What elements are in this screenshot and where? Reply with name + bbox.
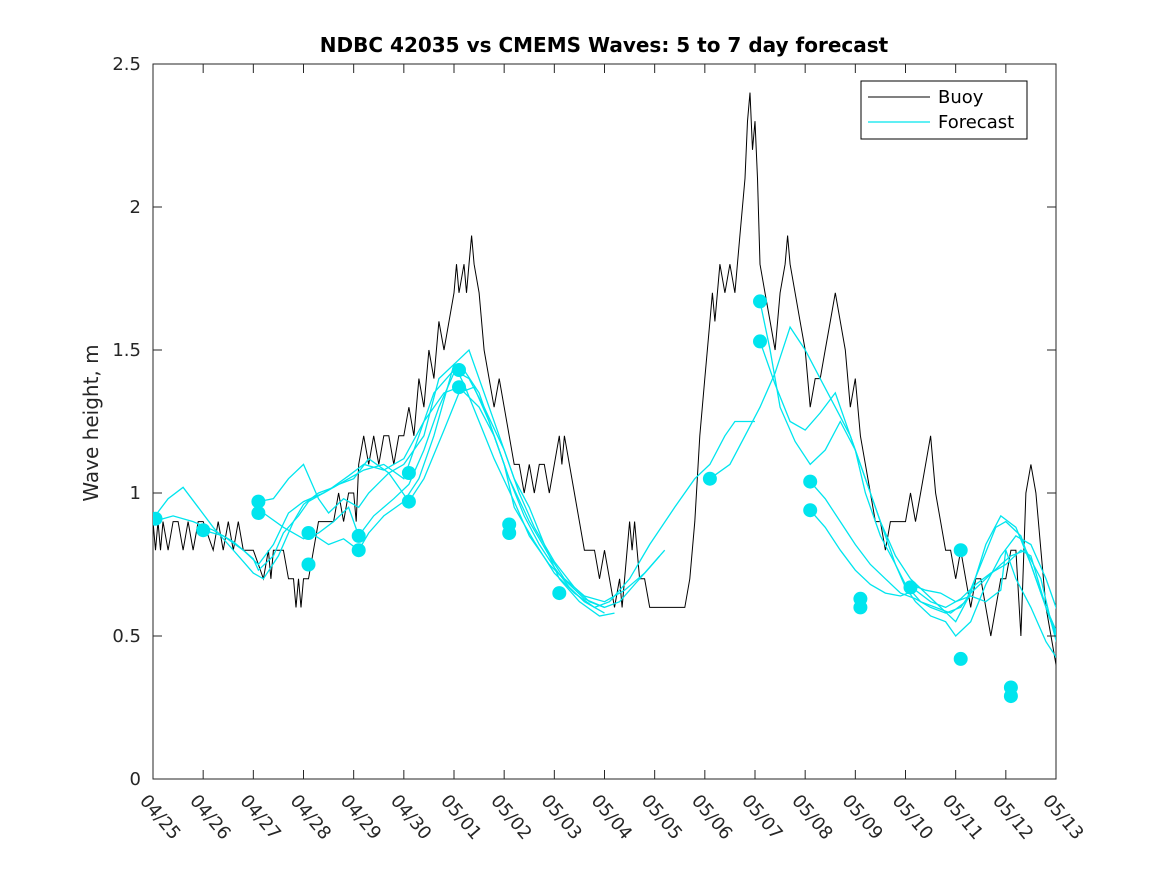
forecast-line-10 — [809, 509, 1056, 638]
forecast-marker-19 — [803, 503, 818, 518]
forecast-marker-8 — [401, 466, 416, 480]
axis-ticks: 04/25 04/26 04/27 04/28 04/29 04/30 05/01 05/02… — [112, 54, 1087, 844]
plot-clip-group — [153, 92, 1056, 704]
forecast-line-9 — [809, 481, 1056, 643]
y-tick-label: 1 — [130, 483, 141, 504]
forecast-line-11 — [910, 549, 1056, 659]
x-tick-label: 05/11 — [938, 791, 987, 844]
forecast-marker-13 — [502, 526, 517, 540]
buoy-line — [153, 92, 1056, 667]
y-tick-label: 2 — [130, 197, 141, 218]
x-tick-label: 04/30 — [386, 791, 435, 844]
forecast-marker-15 — [702, 471, 717, 486]
x-tick-label: 04/29 — [336, 791, 385, 844]
x-tick-label: 05/06 — [687, 791, 736, 844]
forecast-marker-7 — [351, 543, 366, 558]
forecast-line-8 — [759, 341, 1056, 632]
x-tick-label: 04/25 — [135, 791, 184, 844]
x-tick-label: 04/27 — [236, 791, 285, 844]
x-tick-label: 05/02 — [486, 791, 535, 844]
plot-area — [152, 63, 1057, 780]
y-axis-label: Wave height, m — [79, 344, 103, 501]
legend-buoy-label: Buoy — [938, 87, 984, 108]
forecast-marker-23 — [953, 543, 968, 558]
legend: Buoy Forecast — [860, 80, 1028, 140]
forecast-marker-9 — [401, 494, 416, 509]
forecast-marker-10 — [452, 363, 466, 377]
y-tick-label: 0 — [130, 769, 141, 790]
forecast-line-4 — [263, 369, 605, 614]
x-tick-label: 05/07 — [737, 791, 786, 844]
forecast-marker-3 — [251, 506, 266, 520]
y-tick-label: 1.5 — [112, 340, 141, 361]
x-tick-label: 05/05 — [637, 791, 686, 844]
x-tick-label: 05/04 — [587, 791, 636, 844]
forecast-marker-14 — [552, 586, 567, 601]
forecast-marker-6 — [351, 528, 366, 543]
forecast-line-0 — [153, 369, 661, 609]
forecast-line-2 — [203, 386, 755, 609]
y-tick-label: 0.5 — [112, 626, 141, 647]
x-tick-label: 05/12 — [988, 791, 1037, 844]
legend-box — [860, 80, 1028, 140]
forecast-marker-21 — [853, 600, 868, 615]
forecast-marker-2 — [251, 494, 266, 509]
x-tick-label: 05/13 — [1038, 791, 1087, 844]
chart-title: NDBC 42035 vs CMEMS Waves: 5 to 7 day fo… — [320, 33, 889, 57]
forecast-marker-26 — [1003, 689, 1018, 704]
x-tick-label: 05/08 — [787, 791, 836, 844]
forecast-marker-4 — [301, 526, 316, 540]
forecast-line-3 — [258, 363, 605, 608]
y-tick-label: 2.5 — [112, 54, 141, 75]
forecast-marker-0 — [153, 511, 163, 526]
forecast-line-6 — [709, 325, 1056, 637]
forecast-marker-24 — [953, 651, 968, 666]
axes-box — [152, 63, 1057, 780]
x-tick-label: 05/01 — [436, 791, 485, 844]
forecast-marker-1 — [196, 523, 211, 538]
forecast-marker-5 — [301, 557, 316, 572]
x-tick-label: 04/26 — [185, 791, 234, 844]
forecast-marker-22 — [903, 580, 918, 595]
forecast-marker-17 — [753, 334, 767, 349]
legend-forecast-label: Forecast — [938, 112, 1014, 133]
forecast-marker-18 — [803, 474, 818, 489]
x-tick-label: 04/28 — [286, 791, 335, 844]
forecast-marker-11 — [452, 380, 466, 395]
x-tick-label: 05/09 — [838, 791, 887, 844]
x-tick-label: 05/10 — [888, 791, 937, 844]
x-tick-label: 05/03 — [537, 791, 586, 844]
forecast-marker-16 — [753, 294, 767, 309]
